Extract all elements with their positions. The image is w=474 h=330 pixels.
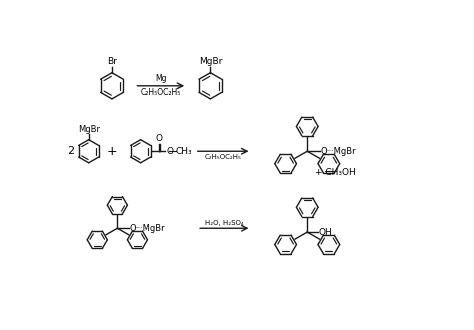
Text: CH₃: CH₃ [175, 147, 192, 156]
Text: Br: Br [107, 57, 117, 66]
Text: MgBr: MgBr [78, 124, 100, 134]
Text: O⁻·MgBr: O⁻·MgBr [320, 147, 356, 156]
Text: +: + [107, 145, 117, 158]
Text: + CH₃OH: + CH₃OH [315, 168, 356, 177]
Text: 2: 2 [67, 146, 74, 156]
Text: OH: OH [319, 228, 333, 237]
Text: C₂H₅OC₂H₅: C₂H₅OC₂H₅ [205, 153, 242, 160]
Text: O: O [166, 147, 173, 156]
Text: MgBr: MgBr [199, 57, 222, 66]
Text: O⁻·MgBr: O⁻·MgBr [130, 224, 165, 233]
Text: Mg: Mg [155, 75, 166, 83]
Text: C₂H₅OC₂H₅: C₂H₅OC₂H₅ [141, 88, 181, 97]
Text: O: O [156, 134, 163, 143]
Text: H₂O, H₂SO₄: H₂O, H₂SO₄ [205, 220, 244, 226]
